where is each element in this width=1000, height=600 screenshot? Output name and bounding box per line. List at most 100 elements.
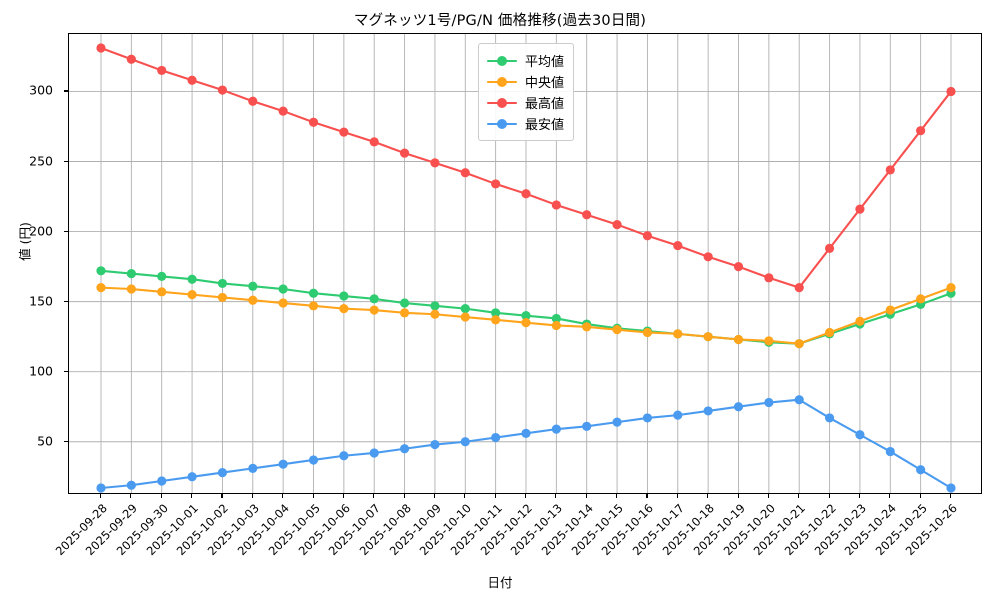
x-tick-mark: [707, 494, 709, 498]
x-tick-mark: [160, 494, 162, 498]
x-tick-mark: [130, 494, 132, 498]
x-tick-mark: [950, 494, 952, 498]
data-point: [916, 126, 926, 136]
data-point: [582, 210, 592, 220]
data-point: [217, 467, 228, 478]
data-point: [703, 252, 713, 262]
y-axis-title: 値 (円): [17, 222, 33, 261]
data-point: [157, 476, 167, 486]
chart-legend: 平均値中央値最高値最安値: [478, 43, 575, 141]
data-point: [369, 137, 379, 147]
data-point: [521, 189, 531, 199]
x-tick-mark: [646, 494, 648, 498]
data-point: [946, 283, 956, 293]
legend-label: 中央値: [525, 76, 565, 91]
legend-item-最高値[interactable]: 最高値: [487, 92, 564, 113]
chart-title: マグネッツ1号/PG/N 価格推移(過去30日間): [353, 13, 647, 29]
data-point: [703, 406, 713, 416]
data-point: [339, 304, 349, 314]
data-point: [885, 305, 895, 315]
data-point: [187, 274, 197, 284]
y-tick-label: 100: [29, 363, 53, 379]
data-point: [430, 301, 440, 311]
x-tick-mark: [373, 494, 375, 498]
data-point: [582, 421, 592, 431]
x-tick-mark: [100, 494, 102, 498]
x-tick-mark: [403, 494, 405, 498]
data-point: [339, 291, 349, 301]
data-point: [764, 397, 774, 408]
data-point: [96, 283, 106, 293]
data-point: [430, 309, 440, 319]
data-point: [582, 322, 592, 332]
legend-swatch-icon: [487, 75, 517, 89]
data-point: [612, 219, 622, 230]
x-tick-mark: [433, 494, 436, 498]
data-point: [278, 284, 288, 294]
data-point: [430, 158, 440, 168]
x-tick-mark: [464, 494, 466, 498]
data-point: [673, 329, 683, 339]
x-tick-mark: [494, 494, 496, 498]
data-point: [491, 432, 501, 443]
x-tick-mark: [737, 494, 739, 498]
data-point: [460, 437, 470, 447]
data-point: [855, 316, 865, 326]
data-point: [521, 318, 531, 328]
data-point: [491, 179, 501, 189]
x-tick-mark: [889, 494, 891, 498]
y-tick-label: 250: [29, 153, 53, 168]
legend-label: 最高値: [525, 97, 565, 112]
legend-swatch-icon: [487, 54, 517, 68]
data-point: [126, 480, 136, 490]
x-tick-mark: [798, 494, 800, 498]
data-point: [248, 281, 258, 291]
data-point: [551, 320, 561, 331]
x-tick-mark: [767, 494, 769, 498]
data-point: [673, 240, 683, 251]
x-tick-mark: [676, 494, 678, 498]
data-point: [460, 312, 470, 322]
y-tick-mark: [64, 230, 68, 232]
x-tick-mark: [525, 494, 527, 498]
data-point: [885, 446, 895, 457]
x-tick-mark: [828, 494, 830, 498]
data-point: [248, 295, 258, 305]
x-tick-mark: [282, 494, 284, 498]
data-point: [824, 327, 835, 338]
data-point: [339, 451, 349, 461]
data-point: [764, 336, 774, 346]
x-tick-mark: [191, 494, 193, 498]
data-point: [642, 327, 653, 338]
data-point: [248, 96, 258, 106]
data-point: [217, 292, 228, 303]
series-最高値: [96, 43, 956, 293]
x-tick-mark: [919, 494, 921, 498]
data-point: [369, 305, 379, 315]
data-point: [794, 283, 804, 293]
y-tick-mark: [64, 300, 68, 302]
data-point: [187, 290, 197, 300]
data-point: [217, 85, 228, 95]
legend-swatch-icon: [487, 117, 517, 131]
data-point: [157, 287, 167, 297]
legend-item-最安値[interactable]: 最安値: [487, 113, 564, 134]
data-point: [460, 304, 470, 314]
legend-item-中央値[interactable]: 中央値: [487, 71, 564, 92]
y-tick-label: 150: [29, 293, 53, 309]
legend-label: 最安値: [525, 118, 565, 133]
data-point: [946, 483, 956, 493]
data-point: [885, 165, 895, 175]
legend-item-平均値[interactable]: 平均値: [487, 50, 564, 71]
data-point: [369, 448, 379, 458]
legend-marker-icon: [497, 55, 507, 66]
y-tick-label: 200: [29, 223, 53, 239]
series-中央値: [96, 283, 956, 349]
data-point: [855, 430, 865, 440]
y-tick-label: 300: [29, 82, 53, 98]
data-point: [187, 472, 197, 482]
legend-marker-icon: [497, 97, 507, 108]
data-point: [642, 413, 653, 423]
data-point: [399, 308, 410, 318]
